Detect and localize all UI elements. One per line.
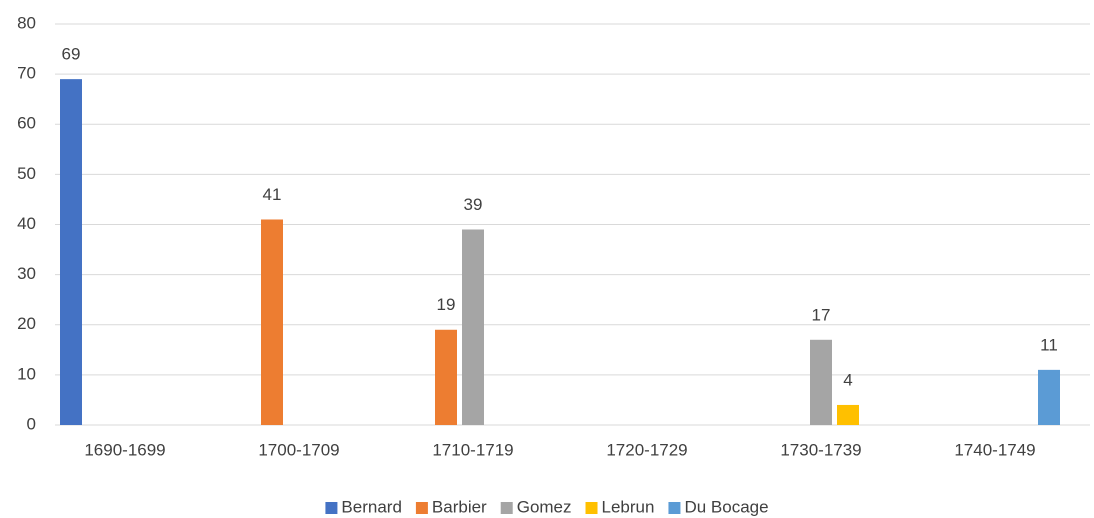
legend-label: Du Bocage: [684, 497, 768, 516]
y-tick-label: 50: [17, 164, 36, 183]
y-tick-label: 70: [17, 64, 36, 83]
bar: [462, 229, 484, 425]
data-label: 19: [437, 295, 456, 314]
y-tick-label: 0: [27, 414, 36, 433]
legend-swatch: [415, 502, 428, 514]
data-label: 69: [62, 45, 81, 64]
legend-label: Barbier: [432, 497, 487, 516]
y-tick-label: 10: [17, 364, 36, 383]
legend-label: Gomez: [517, 497, 572, 516]
legend-swatch: [325, 502, 338, 514]
y-tick-label: 20: [17, 314, 36, 333]
bar: [60, 79, 82, 425]
bar: [837, 404, 859, 425]
x-tick-label: 1690-1699: [84, 440, 165, 459]
x-tick-label: 1740-1749: [954, 440, 1035, 459]
legend-label: Bernard: [341, 497, 401, 516]
legend-label: Lebrun: [602, 497, 655, 516]
data-label: 4: [843, 370, 852, 389]
x-tick-label: 1730-1739: [780, 440, 861, 459]
bar: [810, 339, 832, 425]
data-label: 41: [263, 185, 282, 204]
data-label: 17: [812, 305, 831, 324]
legend-swatch: [668, 502, 681, 514]
legend-swatch: [585, 502, 598, 514]
y-tick-label: 40: [17, 214, 36, 233]
data-label: 11: [1040, 335, 1058, 354]
x-tick-label: 1720-1729: [606, 440, 687, 459]
bar: [435, 329, 457, 425]
bar: [1038, 369, 1060, 425]
y-tick-label: 80: [17, 13, 36, 32]
data-label: 39: [464, 195, 483, 214]
x-tick-label: 1710-1719: [432, 440, 513, 459]
bar: [261, 219, 283, 425]
y-tick-label: 60: [17, 114, 36, 133]
legend-swatch: [500, 502, 513, 514]
y-tick-label: 30: [17, 264, 36, 283]
x-tick-label: 1700-1709: [258, 440, 339, 459]
